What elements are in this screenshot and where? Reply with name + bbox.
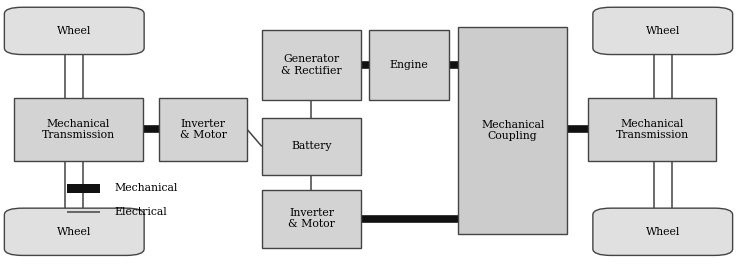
FancyBboxPatch shape xyxy=(593,208,733,256)
Bar xyxy=(458,27,567,234)
Bar xyxy=(159,98,247,161)
Text: Wheel: Wheel xyxy=(646,26,680,36)
Bar xyxy=(14,98,143,161)
Text: Wheel: Wheel xyxy=(57,26,91,36)
Text: Mechanical: Mechanical xyxy=(115,183,178,194)
Bar xyxy=(587,98,716,161)
Text: Engine: Engine xyxy=(390,60,428,70)
Text: Mechanical
Transmission: Mechanical Transmission xyxy=(42,119,115,140)
Text: Generator
& Rectifier: Generator & Rectifier xyxy=(282,54,342,76)
FancyBboxPatch shape xyxy=(4,7,144,55)
FancyBboxPatch shape xyxy=(4,208,144,256)
Bar xyxy=(262,30,361,101)
Bar xyxy=(67,184,100,193)
FancyBboxPatch shape xyxy=(593,7,733,55)
Text: Inverter
& Motor: Inverter & Motor xyxy=(180,119,226,140)
Bar xyxy=(262,190,361,248)
Text: Mechanical
Transmission: Mechanical Transmission xyxy=(615,119,688,140)
Text: Wheel: Wheel xyxy=(57,227,91,237)
Text: Inverter
& Motor: Inverter & Motor xyxy=(288,208,335,229)
Text: Wheel: Wheel xyxy=(646,227,680,237)
Text: Battery: Battery xyxy=(291,142,332,152)
Bar xyxy=(262,117,361,175)
Text: Mechanical
Coupling: Mechanical Coupling xyxy=(481,120,545,142)
Bar xyxy=(368,30,450,101)
Text: Electrical: Electrical xyxy=(115,207,167,217)
